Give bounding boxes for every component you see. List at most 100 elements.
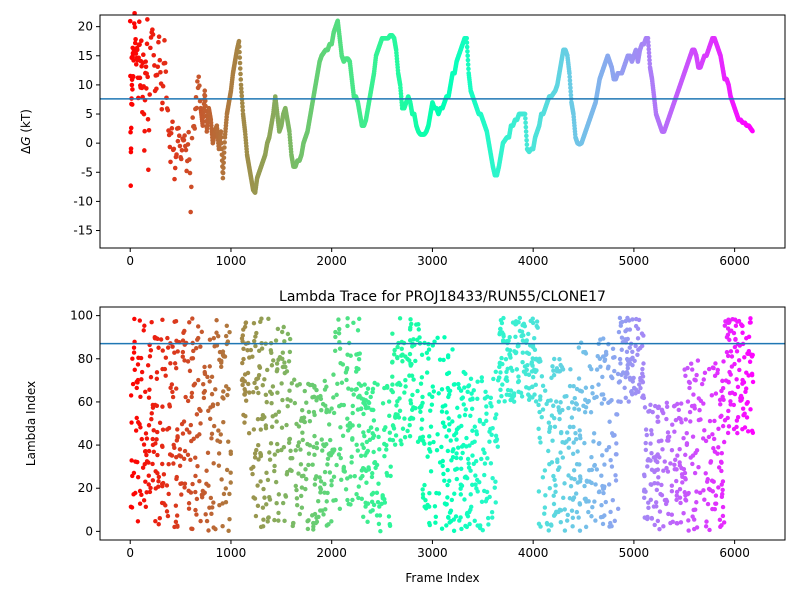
- lambda-trace-point: [143, 504, 149, 509]
- lambda-trace-point: [252, 338, 257, 344]
- lambda-trace-point: [569, 508, 575, 513]
- lambda-trace-point: [219, 477, 224, 482]
- lambda-trace-point: [489, 509, 495, 515]
- lambda-trace-point: [320, 401, 326, 407]
- lambda-trace-point: [479, 456, 484, 462]
- lambda-trace-point: [293, 483, 298, 489]
- delta-g-point: [567, 78, 573, 83]
- lambda-trace-point: [371, 407, 376, 413]
- lambda-trace-point: [600, 374, 605, 380]
- delta-g-point: [154, 72, 160, 78]
- lambda-trace-point: [362, 382, 367, 387]
- lambda-trace-point: [489, 432, 494, 437]
- lambda-trace-point: [156, 479, 161, 484]
- lambda-trace-point: [221, 354, 227, 359]
- lambda-trace-point: [551, 493, 556, 498]
- lambda-trace-point: [428, 408, 433, 413]
- lambda-trace-point: [397, 408, 403, 413]
- lambda-trace-point: [492, 415, 498, 421]
- lambda-trace-point: [744, 415, 750, 420]
- lambda-trace-point: [683, 498, 689, 503]
- lambda-trace-point: [370, 431, 375, 436]
- delta-g-point: [195, 79, 200, 84]
- lambda-trace-point: [684, 442, 690, 448]
- lambda-trace-y-tick-label: 0: [85, 524, 93, 538]
- lambda-trace-point: [275, 441, 280, 447]
- lambda-trace-point: [453, 514, 459, 519]
- lambda-trace-point: [276, 492, 282, 497]
- lambda-trace-point: [493, 369, 498, 374]
- lambda-trace-point: [613, 478, 619, 483]
- lambda-trace-point: [592, 499, 597, 504]
- lambda-trace-point: [719, 494, 725, 500]
- lambda-trace-point: [147, 489, 153, 495]
- lambda-trace-point: [526, 397, 532, 402]
- lambda-trace-point: [458, 486, 463, 491]
- lambda-trace-point: [403, 378, 408, 383]
- lambda-trace-point: [618, 399, 623, 405]
- lambda-trace-point: [558, 400, 563, 405]
- lambda-trace-point: [338, 455, 343, 461]
- lambda-trace-point: [720, 513, 726, 519]
- lambda-trace-point: [451, 517, 457, 522]
- lambda-trace-point: [547, 426, 552, 432]
- lambda-trace-point: [680, 480, 685, 485]
- lambda-trace-point: [227, 329, 232, 335]
- delta-g-point: [136, 55, 141, 61]
- lambda-trace-point: [693, 450, 698, 456]
- lambda-trace-point: [670, 519, 675, 524]
- lambda-trace-point: [395, 344, 400, 350]
- lambda-trace-point: [617, 315, 623, 321]
- lambda-trace-point: [619, 319, 625, 325]
- delta-g-point: [646, 43, 651, 48]
- lambda-trace-point: [342, 469, 347, 474]
- lambda-trace-point: [652, 522, 657, 528]
- delta-g-point: [130, 87, 135, 92]
- lambda-trace-point: [482, 472, 487, 478]
- delta-g-point: [524, 142, 530, 147]
- lambda-trace-point: [146, 448, 152, 454]
- lambda-trace-point: [506, 338, 511, 343]
- lambda-trace-point: [558, 508, 564, 513]
- delta-g-point: [151, 52, 157, 58]
- lambda-trace-point: [517, 315, 523, 321]
- lambda-trace-point: [508, 397, 513, 403]
- lambda-trace-point: [188, 457, 193, 463]
- lambda-trace-point: [250, 471, 255, 477]
- lambda-trace-point: [524, 367, 529, 372]
- delta-g-point: [182, 133, 187, 138]
- lambda-trace-point: [702, 370, 708, 376]
- lambda-trace-point: [659, 438, 664, 443]
- lambda-trace-point: [445, 467, 450, 473]
- delta-g-point: [175, 138, 181, 144]
- lambda-trace-point: [248, 347, 254, 353]
- lambda-trace-point: [692, 470, 698, 476]
- lambda-trace-point: [482, 461, 488, 466]
- lambda-trace-point: [720, 504, 726, 510]
- lambda-trace-point: [361, 411, 366, 417]
- lambda-trace-point: [345, 416, 350, 421]
- lambda-trace-point: [265, 477, 271, 483]
- lambda-trace-point: [178, 454, 184, 459]
- lambda-trace-point: [642, 495, 647, 501]
- lambda-trace-point: [251, 390, 256, 395]
- lambda-trace-point: [727, 391, 733, 396]
- lambda-trace-point: [598, 337, 603, 342]
- lambda-trace-point: [646, 409, 651, 414]
- lambda-trace-point: [440, 463, 445, 469]
- lambda-trace-point: [463, 371, 468, 376]
- lambda-trace-point: [128, 504, 134, 509]
- lambda-trace-point: [458, 456, 464, 461]
- lambda-trace-y-axis-label: Lambda Index: [24, 381, 38, 466]
- lambda-trace-point: [507, 334, 512, 340]
- lambda-trace-point: [610, 346, 616, 351]
- lambda-trace-point: [258, 524, 264, 530]
- lambda-trace-point: [239, 336, 245, 341]
- lambda-trace-point: [139, 436, 144, 442]
- lambda-trace-point: [160, 317, 165, 323]
- lambda-trace-point: [661, 468, 666, 473]
- lambda-trace-point: [472, 424, 478, 429]
- lambda-trace-point: [397, 316, 403, 321]
- lambda-trace-point: [687, 409, 693, 415]
- delta-g-point: [168, 159, 173, 165]
